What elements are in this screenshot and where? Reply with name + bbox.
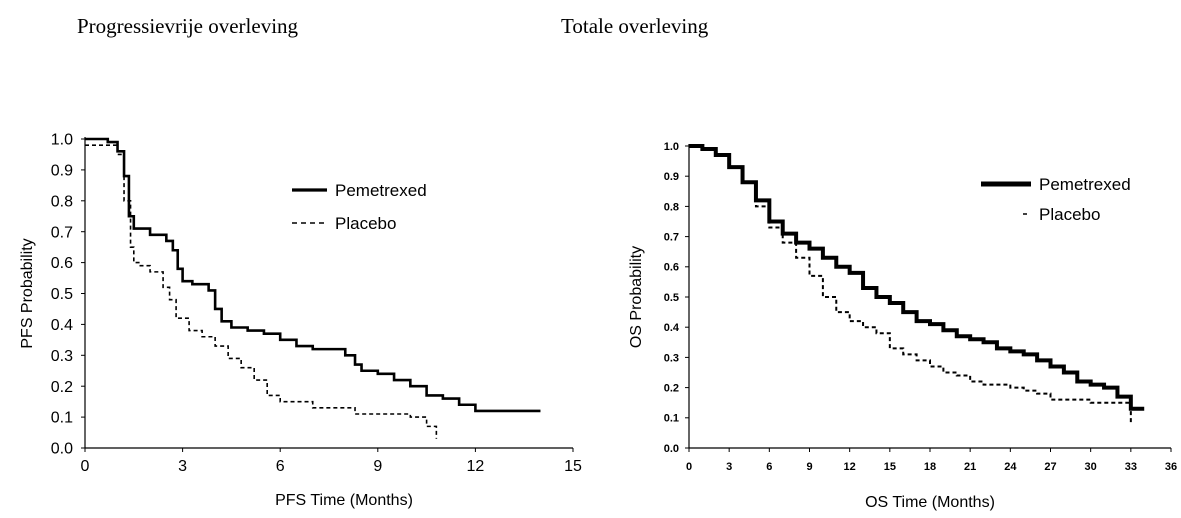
- y-tick-label: 0.4: [51, 317, 73, 334]
- series-line-pemetrexed: [689, 144, 1145, 411]
- x-tick-label: 0: [686, 461, 692, 473]
- y-tick-label: 1.0: [664, 141, 679, 153]
- y-tick-label: 0.3: [664, 352, 679, 364]
- x-tick-label: 3: [178, 458, 187, 475]
- y-tick-label: 0.5: [664, 292, 679, 304]
- x-tick-label: 27: [1044, 461, 1056, 473]
- x-axis-title: OS Time (Months): [865, 494, 995, 511]
- y-tick-label: 0.2: [664, 382, 679, 394]
- x-tick-label: 21: [964, 461, 976, 473]
- x-tick-label: 12: [467, 458, 485, 475]
- y-tick-label: 0.4: [664, 322, 680, 334]
- x-tick-label: 15: [884, 461, 896, 473]
- y-tick-label: 0.8: [51, 193, 73, 210]
- y-axis-title: PFS Probability: [19, 238, 36, 348]
- legend-label-placebo: Placebo: [1039, 205, 1100, 224]
- y-tick-label: 0.1: [51, 410, 73, 427]
- y-tick-label: 0.7: [51, 224, 73, 241]
- y-tick-label: 0.8: [664, 201, 679, 213]
- x-tick-label: 24: [1004, 461, 1017, 473]
- x-tick-label: 9: [373, 458, 382, 475]
- legend-label-pemetrexed: Pemetrexed: [1039, 175, 1131, 194]
- series-line-placebo: [689, 145, 1132, 424]
- y-tick-label: 0.9: [51, 163, 73, 180]
- x-tick-label: 12: [844, 461, 856, 473]
- right-chart-heading: Totale overleving: [561, 14, 709, 38]
- left-chart-heading: Progressievrije overleving: [77, 14, 299, 38]
- legend-label-pemetrexed: Pemetrexed: [335, 181, 427, 200]
- y-tick-label: 0.1: [664, 413, 679, 425]
- y-tick-label: 0.5: [51, 286, 73, 303]
- series-line-pemetrexed: [85, 137, 541, 413]
- y-tick-label: 1.0: [51, 132, 73, 149]
- x-tick-label: 36: [1165, 461, 1177, 473]
- x-tick-label: 6: [766, 461, 772, 473]
- y-tick-label: 0.3: [51, 348, 73, 365]
- y-axis-title: OS Probability: [628, 246, 645, 348]
- y-tick-label: 0.0: [51, 441, 73, 458]
- y-tick-label: 0.6: [664, 262, 679, 274]
- x-tick-label: 9: [806, 461, 812, 473]
- series-line-placebo: [85, 144, 438, 439]
- x-tick-label: 0: [81, 458, 90, 475]
- y-tick-label: 0.2: [51, 379, 73, 396]
- legend-label-placebo: Placebo: [335, 214, 396, 233]
- y-tick-label: 0.7: [664, 231, 679, 243]
- x-tick-label: 6: [276, 458, 285, 475]
- x-axis-title: PFS Time (Months): [275, 492, 413, 509]
- x-tick-label: 33: [1125, 461, 1137, 473]
- y-tick-label: 0.0: [664, 443, 679, 455]
- y-tick-label: 0.9: [664, 171, 679, 183]
- y-tick-label: 0.6: [51, 255, 73, 272]
- x-tick-label: 15: [564, 458, 582, 475]
- x-tick-label: 30: [1085, 461, 1097, 473]
- x-tick-label: 18: [924, 461, 936, 473]
- x-tick-label: 3: [726, 461, 732, 473]
